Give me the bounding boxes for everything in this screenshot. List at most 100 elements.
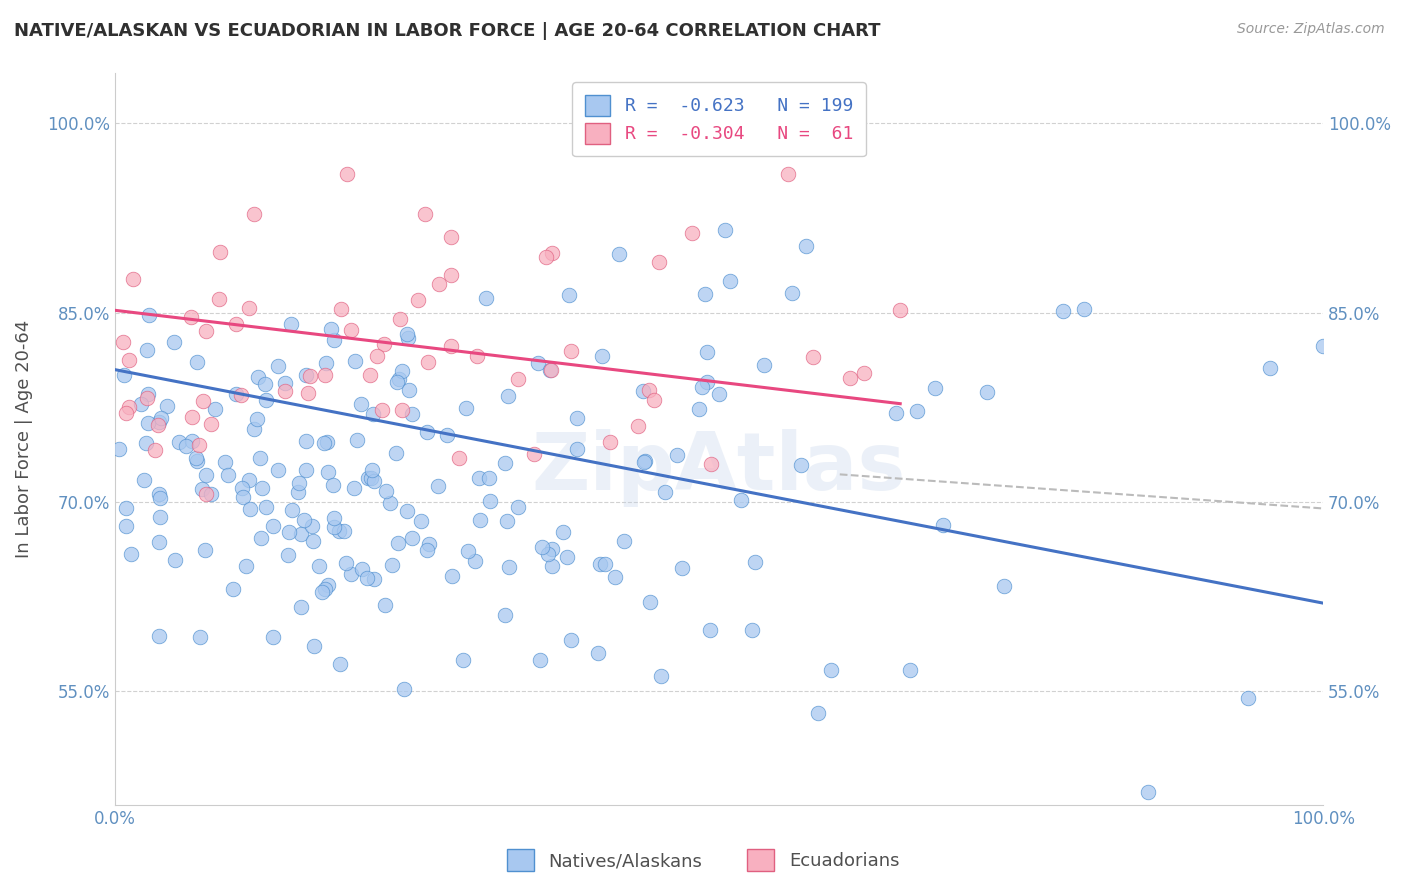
- Point: [648, 255, 671, 269]
- Point: [591, 349, 613, 363]
- Point: [436, 428, 458, 442]
- Point: [905, 404, 928, 418]
- Point: [322, 333, 344, 347]
- Point: [631, 384, 654, 398]
- Point: [440, 339, 463, 353]
- Point: [156, 399, 179, 413]
- Point: [314, 368, 336, 383]
- Point: [163, 552, 186, 566]
- Point: [418, 355, 440, 369]
- Point: [208, 293, 231, 307]
- Point: [494, 456, 516, 470]
- Point: [643, 392, 665, 407]
- Point: [693, 286, 716, 301]
- Point: [599, 435, 621, 450]
- Point: [540, 245, 562, 260]
- Point: [409, 514, 432, 528]
- Point: [148, 629, 170, 643]
- Point: [613, 533, 636, 548]
- Point: [976, 385, 998, 400]
- Point: [149, 491, 172, 506]
- Point: [418, 537, 440, 551]
- Point: [494, 607, 516, 622]
- Point: [274, 376, 297, 390]
- Point: [671, 561, 693, 575]
- Point: [132, 473, 155, 487]
- Point: [838, 371, 860, 385]
- Point: [316, 578, 339, 592]
- Point: [249, 450, 271, 465]
- Point: [195, 324, 218, 338]
- Point: [356, 471, 378, 485]
- Point: [335, 556, 357, 570]
- Point: [898, 663, 921, 677]
- Point: [350, 397, 373, 411]
- Point: [681, 226, 703, 240]
- Point: [415, 207, 437, 221]
- Point: [148, 535, 170, 549]
- Point: [696, 345, 718, 359]
- Point: [328, 524, 350, 538]
- Point: [449, 451, 471, 466]
- Point: [191, 393, 214, 408]
- Point: [451, 653, 474, 667]
- Point: [280, 502, 302, 516]
- Point: [565, 411, 588, 425]
- Point: [361, 407, 384, 421]
- Point: [250, 481, 273, 495]
- Point: [340, 323, 363, 337]
- Point: [426, 479, 449, 493]
- Point: [250, 531, 273, 545]
- Text: ZipAtlas: ZipAtlas: [531, 429, 907, 508]
- Point: [118, 352, 141, 367]
- Point: [638, 595, 661, 609]
- Point: [1136, 785, 1159, 799]
- Point: [468, 513, 491, 527]
- Point: [200, 417, 222, 432]
- Text: Source: ZipAtlas.com: Source: ZipAtlas.com: [1237, 22, 1385, 37]
- Point: [557, 549, 579, 564]
- Point: [225, 386, 247, 401]
- Point: [221, 582, 243, 597]
- Point: [148, 415, 170, 429]
- Point: [541, 541, 564, 556]
- Point: [688, 402, 710, 417]
- Point: [149, 509, 172, 524]
- Point: [406, 293, 429, 307]
- Point: [311, 585, 333, 599]
- Point: [319, 322, 342, 336]
- Point: [167, 435, 190, 450]
- Point: [1237, 691, 1260, 706]
- Point: [315, 356, 337, 370]
- Point: [332, 524, 354, 538]
- Point: [352, 562, 374, 576]
- Point: [235, 558, 257, 573]
- Point: [194, 467, 217, 482]
- Point: [932, 518, 955, 533]
- Point: [361, 462, 384, 476]
- Point: [778, 167, 800, 181]
- Point: [254, 500, 277, 515]
- Point: [184, 450, 207, 465]
- Point: [315, 434, 337, 449]
- Point: [392, 681, 415, 696]
- Point: [395, 327, 418, 342]
- Point: [302, 534, 325, 549]
- Point: [381, 558, 404, 573]
- Point: [373, 337, 395, 351]
- Point: [135, 435, 157, 450]
- Point: [359, 368, 381, 382]
- Point: [924, 381, 946, 395]
- Point: [148, 486, 170, 500]
- Point: [188, 630, 211, 644]
- Point: [290, 600, 312, 615]
- Point: [638, 383, 661, 397]
- Point: [262, 630, 284, 644]
- Point: [780, 285, 803, 300]
- Point: [537, 547, 560, 561]
- Point: [634, 453, 657, 467]
- Point: [302, 639, 325, 653]
- Point: [1052, 303, 1074, 318]
- Point: [343, 481, 366, 495]
- Point: [479, 493, 502, 508]
